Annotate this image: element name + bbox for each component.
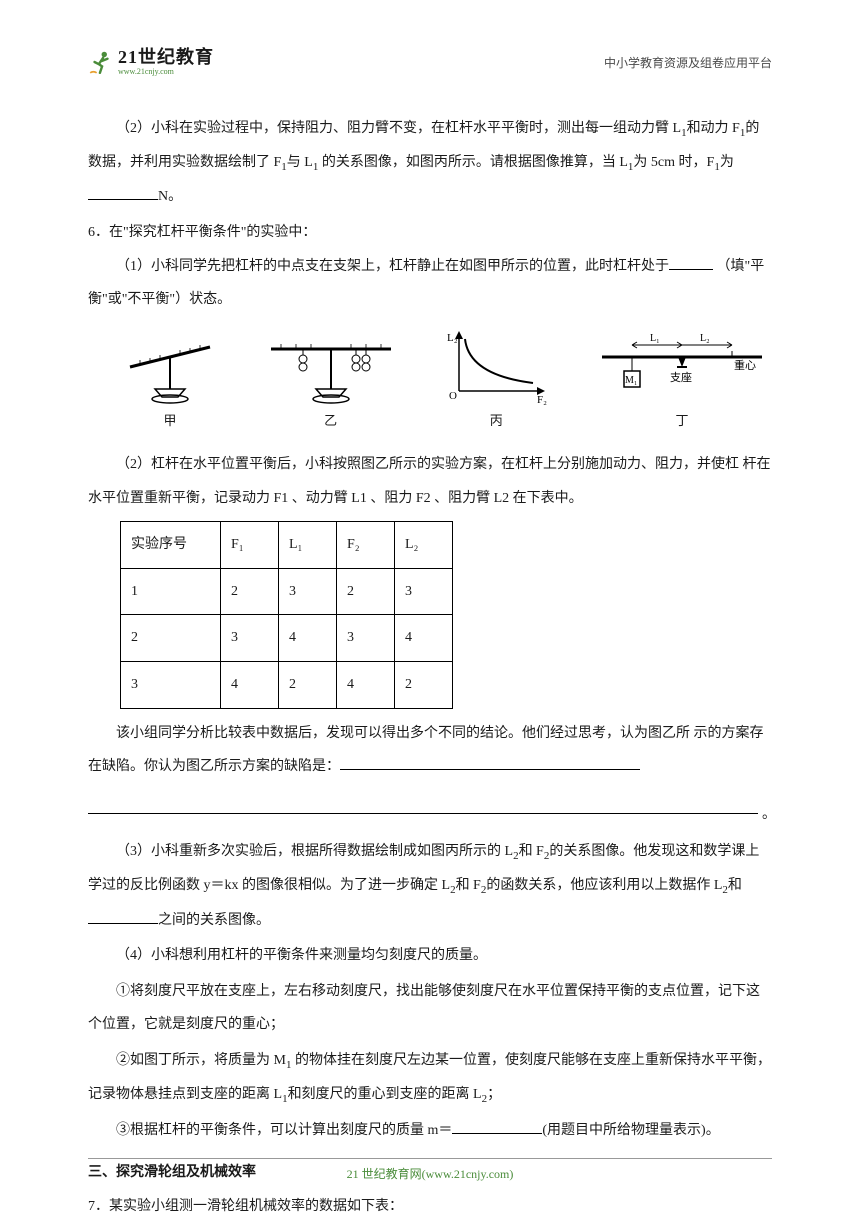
table-header: F₁ bbox=[221, 522, 279, 569]
svg-text:O: O bbox=[449, 390, 457, 402]
question-6-4-3: ③根据杠杆的平衡条件，可以计算出刻度尺的质量 m＝(用题目中所给物理量表示)。 bbox=[88, 1114, 772, 1148]
question-6-4-1: ①将刻度尺平放在支座上，左右移动刻度尺，找出能够使刻度尺在水平位置保持平衡的支点… bbox=[88, 975, 772, 1042]
question-6-2-conclusion: 该小组同学分析比较表中数据后，发现可以得出多个不同的结论。他们经过思考，认为图乙… bbox=[88, 717, 772, 784]
table-header: F₂ bbox=[337, 522, 395, 569]
svg-text:M₁: M₁ bbox=[625, 375, 637, 386]
page-header: 21世纪教育 www.21cnjy.com 中小学教育资源及组卷应用平台 bbox=[88, 48, 772, 76]
data-table: 实验序号 F₁ L₁ F₂ L₂ 12323 23434 34242 bbox=[120, 521, 772, 708]
logo-text-cn: 21世纪教育 bbox=[118, 48, 214, 66]
svg-text:L₂: L₂ bbox=[447, 332, 458, 344]
question-6-3: （3）小科重新多次实验后，根据所得数据绘制成如图丙所示的 L2和 F2的关系图像… bbox=[88, 835, 772, 937]
figure-row: 甲 乙 bbox=[120, 327, 772, 436]
svg-text:L₁: L₁ bbox=[650, 333, 660, 344]
table-header: L₂ bbox=[395, 522, 453, 569]
blank-input[interactable] bbox=[340, 752, 640, 770]
table-row: 23434 bbox=[121, 615, 453, 662]
figure-yi: 乙 bbox=[261, 327, 401, 436]
question-7: 7．某实验小组测一滑轮组机械效率的数据如下表： bbox=[88, 1190, 772, 1223]
blank-input[interactable] bbox=[88, 906, 158, 924]
page-footer: 21 世纪教育网(www.21cnjy.com) bbox=[88, 1158, 772, 1182]
blank-input[interactable] bbox=[88, 182, 158, 200]
question-6-4: （4）小科想利用杠杆的平衡条件来测量均匀刻度尺的质量。 bbox=[88, 939, 772, 973]
svg-text:支座: 支座 bbox=[670, 370, 692, 384]
figure-bing: L₂ F₂ O 丙 bbox=[441, 327, 551, 436]
question-6-4-2: ②如图丁所示，将质量为 M1 的物体挂在刻度尺左边某一位置，使刻度尺能够在支座上… bbox=[88, 1044, 772, 1112]
question-6-intro: 6．在"探究杠杆平衡条件"的实验中： bbox=[88, 216, 772, 250]
blank-input[interactable] bbox=[669, 252, 713, 270]
svg-text:重心: 重心 bbox=[734, 358, 756, 372]
table-row: 34242 bbox=[121, 661, 453, 708]
svg-text:L₂: L₂ bbox=[700, 333, 710, 344]
table-header-row: 实验序号 F₁ L₁ F₂ L₂ bbox=[121, 522, 453, 569]
logo-text-url: www.21cnjy.com bbox=[118, 68, 214, 76]
table-header: L₁ bbox=[279, 522, 337, 569]
blank-input[interactable] bbox=[452, 1116, 542, 1134]
svg-text:F₂: F₂ bbox=[537, 394, 547, 405]
content-body: （2）小科在实验过程中，保持阻力、阻力臂不变，在杠杆水平平衡时，测出每一组动力臂… bbox=[88, 112, 772, 1223]
question-6-1: （1）小科同学先把杠杆的中点支在支架上，杠杆静止在如图甲所示的位置，此时杠杆处于… bbox=[88, 250, 772, 317]
figure-jia: 甲 bbox=[120, 327, 220, 436]
question-2-text: （2）小科在实验过程中，保持阻力、阻力臂不变，在杠杆水平平衡时，测出每一组动力臂… bbox=[88, 112, 772, 214]
figure-ding: 支座 M₁ L₁ L₂ 重心 丁 bbox=[592, 327, 772, 436]
table-header: 实验序号 bbox=[121, 522, 221, 569]
question-6-2: （2）杠杆在水平位置平衡后，小科按照图乙所示的实验方案，在杠杆上分别施加动力、阻… bbox=[88, 448, 772, 515]
header-right-text: 中小学教育资源及组卷应用平台 bbox=[604, 54, 772, 71]
table-row: 12323 bbox=[121, 568, 453, 615]
blank-input-line[interactable] bbox=[88, 794, 758, 814]
footer-text: 21 世纪教育网(www.21cnjy.com) bbox=[347, 1167, 514, 1181]
logo: 21世纪教育 www.21cnjy.com bbox=[88, 48, 214, 76]
logo-running-icon bbox=[88, 49, 114, 75]
